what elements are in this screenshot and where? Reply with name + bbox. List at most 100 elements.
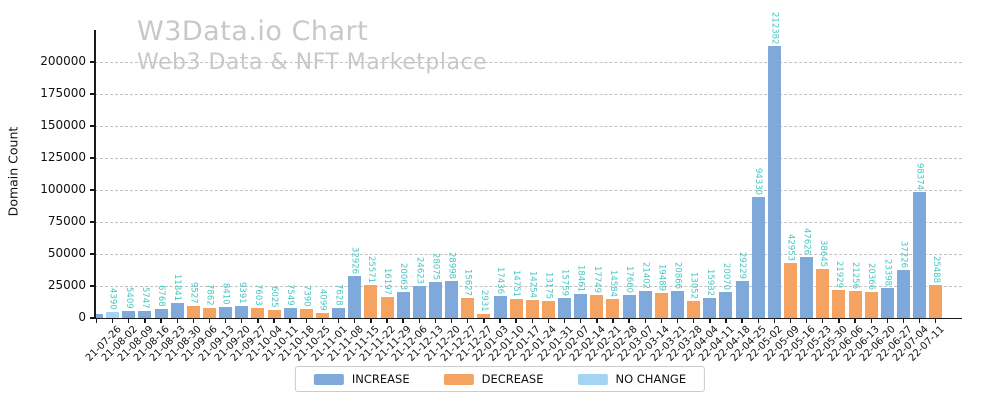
bar <box>154 309 168 318</box>
gridline <box>95 222 962 223</box>
bar <box>122 311 136 318</box>
bar <box>428 282 442 318</box>
y-tick-mark <box>90 317 95 319</box>
bar-value-label: 14751 <box>511 269 522 297</box>
x-tick-mark <box>886 319 889 323</box>
bar-value-label: 7390 <box>301 285 312 307</box>
bar-value-label: 19489 <box>656 263 667 291</box>
bar <box>751 197 765 318</box>
x-tick-mark <box>902 319 905 323</box>
bar <box>445 281 459 318</box>
x-tick-mark <box>160 319 162 323</box>
y-tick-mark <box>90 189 95 191</box>
increase-swatch <box>313 373 344 385</box>
bar <box>315 313 329 318</box>
y-axis-label: Domain Count <box>5 126 21 217</box>
bar <box>703 298 717 318</box>
bar-value-label: 13052 <box>688 271 699 299</box>
x-tick-mark <box>789 319 792 323</box>
x-tick-mark <box>805 319 808 323</box>
bar-value-label: 17660 <box>624 265 635 293</box>
y-tick-mark <box>90 61 95 63</box>
x-tick-mark <box>257 319 259 323</box>
bar-value-label: 16197 <box>382 267 393 295</box>
bar-value-label: 21402 <box>640 261 651 289</box>
bar-value-label: 7862 <box>204 284 215 306</box>
bar-value-label: 47626 <box>801 227 812 255</box>
bar <box>461 298 475 318</box>
bar <box>832 290 846 318</box>
x-tick-mark <box>450 319 453 323</box>
bar <box>897 270 910 318</box>
x-tick-mark <box>483 319 485 323</box>
y-tick-mark <box>90 253 95 255</box>
x-tick-mark <box>596 319 598 323</box>
x-tick-mark <box>612 319 614 323</box>
x-tick-mark <box>773 319 776 323</box>
bar-value-label: 6768 <box>156 285 167 307</box>
x-tick-mark <box>854 319 856 323</box>
bar <box>283 308 297 318</box>
bar <box>493 296 507 318</box>
bar-value-label: 17749 <box>591 265 602 293</box>
y-tick-label: 125000 <box>40 150 86 164</box>
x-tick-mark <box>289 319 291 323</box>
bar-value-label: 5747 <box>139 287 150 309</box>
y-tick-label: 200000 <box>40 54 86 68</box>
x-tick-mark <box>676 319 679 323</box>
y-tick-mark <box>90 221 95 223</box>
bar-value-label: 17436 <box>495 266 505 294</box>
x-tick-mark <box>337 319 340 323</box>
bar <box>412 286 426 318</box>
bar <box>380 297 394 318</box>
bar-value-label: 5409 <box>123 287 134 309</box>
bar <box>574 294 588 318</box>
x-tick-mark <box>224 319 227 323</box>
x-tick-mark <box>402 319 404 323</box>
bar <box>590 295 604 318</box>
legend-item: INCREASE <box>313 372 410 386</box>
bar <box>929 285 943 318</box>
x-tick-mark <box>838 319 840 323</box>
y-tick-mark <box>90 157 95 159</box>
bar-value-label: 21256 <box>850 261 861 289</box>
bar <box>95 314 103 318</box>
x-tick-mark <box>918 319 921 323</box>
x-axis-spine <box>94 317 962 319</box>
x-tick-mark <box>386 319 388 323</box>
bar-value-label: 6025 <box>269 286 280 308</box>
bar <box>638 291 652 318</box>
bar <box>606 299 620 318</box>
y-tick-label: 175000 <box>40 86 86 100</box>
bar <box>106 312 120 318</box>
bar-value-label: 13175 <box>543 271 554 299</box>
x-tick-mark <box>370 319 372 323</box>
x-tick-mark <box>144 319 146 323</box>
bar <box>687 301 701 318</box>
bar-value-label: 14254 <box>527 270 538 298</box>
bar <box>525 300 539 318</box>
gridline <box>95 254 962 255</box>
x-tick-mark <box>547 319 550 323</box>
bar <box>364 285 378 318</box>
x-tick-mark <box>241 319 243 323</box>
bar <box>671 291 685 318</box>
bar <box>800 257 814 318</box>
x-tick-mark <box>305 319 307 323</box>
x-tick-mark <box>499 319 501 323</box>
bar-value-label: 24623 <box>414 256 425 284</box>
decrease-swatch <box>443 373 474 385</box>
bar-value-label: 4099 <box>317 289 328 311</box>
x-tick-mark <box>95 319 98 323</box>
bar-value-label: 21929 <box>833 260 844 288</box>
bar <box>396 292 410 318</box>
y-tick-label: 75000 <box>47 214 86 228</box>
bar <box>235 306 249 318</box>
y-tick-label: 50000 <box>47 246 86 260</box>
bar-value-label: 7603 <box>252 284 263 306</box>
bar-value-label: 212382 <box>769 11 780 44</box>
watermark-title: W3Data.io Chart <box>137 16 369 47</box>
x-tick-mark <box>580 319 582 323</box>
gridline <box>95 158 962 159</box>
